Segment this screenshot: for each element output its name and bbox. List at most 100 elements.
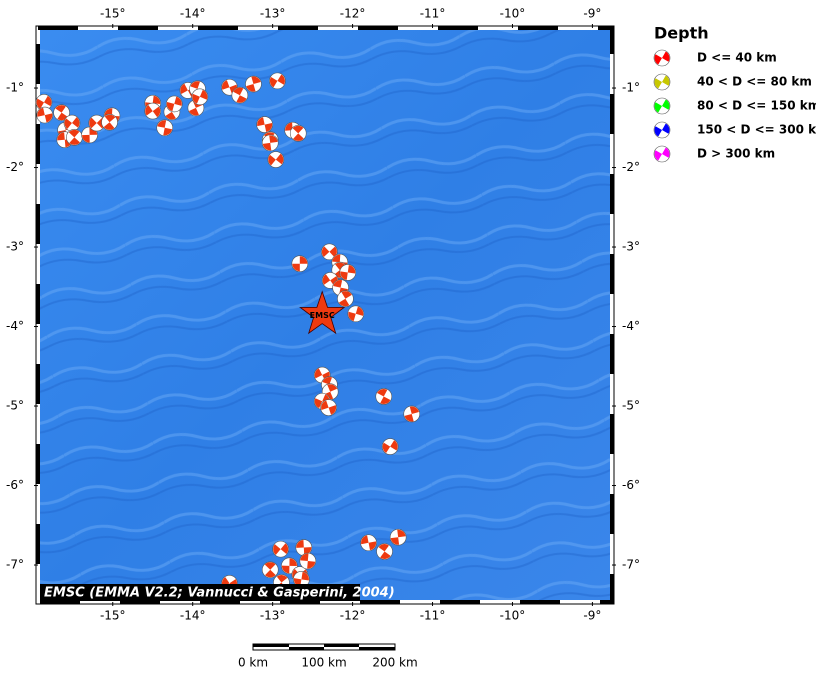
ball-quadrants xyxy=(157,120,173,136)
focal-mechanism xyxy=(156,119,174,137)
ball-quadrants xyxy=(321,400,337,415)
lat-label: -2° xyxy=(622,160,640,174)
lon-label: -14° xyxy=(180,609,206,623)
ball-quadrants xyxy=(68,129,80,145)
credit: EMSC (EMMA V2.2; Vannucci & Gasperini, 2… xyxy=(44,586,395,601)
lon-label: -13° xyxy=(260,7,286,21)
focal-mechanism xyxy=(375,388,393,405)
ball-quadrants xyxy=(296,540,312,556)
ball-quadrants xyxy=(378,544,391,560)
legend-label: 80 < D <= 150 km xyxy=(697,99,816,113)
focal-mechanism xyxy=(53,104,70,121)
focal-mechanism xyxy=(299,552,317,570)
ball-quadrants xyxy=(55,105,68,121)
ball-quadrants xyxy=(192,89,208,104)
focal-mechanism xyxy=(101,113,118,131)
lat-label: -5° xyxy=(622,399,640,413)
ball-quadrants xyxy=(377,388,391,404)
focal-mechanism xyxy=(291,255,309,273)
ball-quadrants xyxy=(404,406,419,422)
credit-box xyxy=(40,584,360,601)
epicenter-star xyxy=(299,290,346,335)
legend-symbol xyxy=(653,49,671,67)
scale-label: 200 km xyxy=(372,656,417,670)
lon-label: -13° xyxy=(260,609,286,623)
lat-label: -6° xyxy=(622,478,640,492)
lat-label: -2° xyxy=(6,160,24,174)
focal-mechanism xyxy=(261,561,279,579)
ball-quadrants xyxy=(166,96,182,112)
ball-quadrants xyxy=(300,553,316,569)
focal-mechanism xyxy=(63,114,81,132)
ball-quadrants xyxy=(314,394,330,409)
focal-mechanism xyxy=(320,399,337,416)
ball-quadrants xyxy=(233,87,247,103)
lat-label: -4° xyxy=(622,319,640,333)
ball-quadrants xyxy=(293,571,309,587)
focal-mechanism xyxy=(289,125,307,142)
ball-quadrants xyxy=(268,153,284,166)
ball-quadrants xyxy=(292,256,308,272)
ball-quadrants xyxy=(37,107,53,123)
focal-mechanism xyxy=(339,264,357,281)
focal-mechanism xyxy=(376,543,393,560)
focal-mechanism xyxy=(35,94,53,111)
focal-mechanism xyxy=(269,72,286,90)
focal-mechanism xyxy=(144,102,162,120)
focal-mechanism xyxy=(245,75,262,93)
focal-mechanism xyxy=(261,134,279,152)
lat-label: -5° xyxy=(6,399,24,413)
ball-quadrants xyxy=(361,535,377,551)
ball-quadrants xyxy=(273,543,289,555)
lat-label: -3° xyxy=(6,240,24,254)
ball-quadrants xyxy=(36,95,52,109)
focal-mechanism xyxy=(347,305,365,323)
focal-mechanism xyxy=(231,86,249,104)
focal-mechanism xyxy=(293,571,310,588)
focal-mechanism xyxy=(389,528,407,546)
focal-mechanism xyxy=(36,106,54,124)
lat-label: -4° xyxy=(6,319,24,333)
ball-quadrants xyxy=(292,125,304,141)
focal-mechanism xyxy=(321,243,338,261)
map-frame-outline xyxy=(35,25,615,605)
ball-quadrants xyxy=(340,265,356,280)
ball-quadrants xyxy=(262,135,278,151)
ball-quadrants xyxy=(654,99,670,113)
lat-label: -6° xyxy=(6,478,24,492)
map-frame xyxy=(36,26,614,604)
lon-label: -14° xyxy=(180,7,206,21)
legend-symbol xyxy=(653,73,671,91)
ball-quadrants xyxy=(654,75,670,89)
ball-quadrants xyxy=(145,105,161,118)
ball-quadrants xyxy=(246,76,261,92)
lat-label: -7° xyxy=(622,558,640,572)
lon-label: -10° xyxy=(500,609,526,623)
ball-quadrants xyxy=(321,246,337,258)
legend-symbol xyxy=(653,121,671,139)
focal-mechanism xyxy=(403,405,421,423)
focal-mechanism xyxy=(381,438,399,455)
focal-mechanism xyxy=(337,290,354,308)
legend-symbol xyxy=(653,145,671,163)
ball-quadrants xyxy=(64,117,80,129)
ball-quadrants xyxy=(264,562,276,578)
lon-label: -12° xyxy=(340,609,366,623)
legend-label: 150 < D <= 300 km xyxy=(697,123,816,137)
lon-label: -11° xyxy=(420,609,446,623)
scale-bar-segment xyxy=(289,647,324,650)
scale-label: 0 km xyxy=(238,656,268,670)
ball-quadrants xyxy=(89,117,105,129)
ball-quadrants xyxy=(82,127,98,143)
lon-label: -15° xyxy=(100,7,126,21)
focal-mechanism xyxy=(191,88,209,106)
ball-quadrants xyxy=(654,147,670,161)
scale-label: 100 km xyxy=(301,656,346,670)
ball-quadrants xyxy=(103,114,116,130)
ball-quadrants xyxy=(257,117,273,132)
lat-label: -3° xyxy=(622,240,640,254)
lon-label: -15° xyxy=(100,609,126,623)
lat-label: -1° xyxy=(6,81,24,95)
lon-label: -10° xyxy=(500,7,526,21)
